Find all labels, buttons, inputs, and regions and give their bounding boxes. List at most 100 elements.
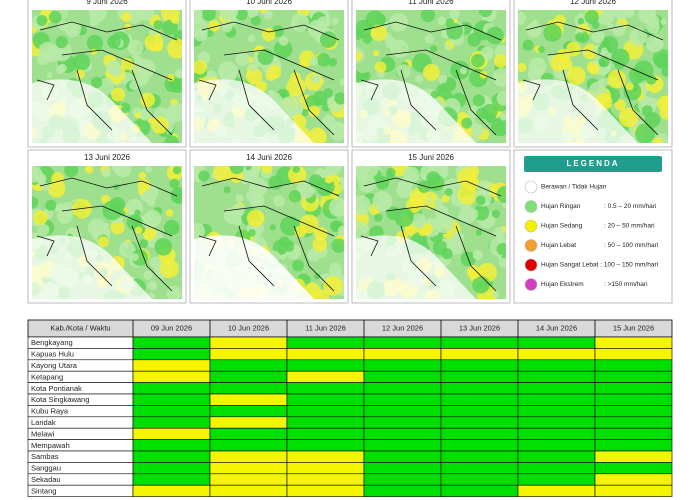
rain-blob <box>106 60 121 75</box>
rain-blob <box>248 229 256 237</box>
rain-blob <box>363 71 371 79</box>
table-header: Kab./Kota / Waktu <box>50 323 110 332</box>
map-area <box>194 166 344 299</box>
rain-blob <box>444 188 453 197</box>
rain-blob <box>129 80 139 90</box>
rain-blob <box>246 209 265 228</box>
forecast-cell <box>286 382 365 395</box>
map-title: 12 Juni 2026 <box>570 0 616 6</box>
rain-blob <box>325 166 342 175</box>
legend-label: Hujan Lebat <box>541 242 576 249</box>
rain-blob <box>137 178 151 192</box>
rain-blob <box>139 239 149 248</box>
rain-blob <box>386 167 396 178</box>
row-name: Kubu Raya <box>31 407 69 416</box>
legend-swatch <box>524 180 538 194</box>
forecast-cell <box>132 370 211 383</box>
rain-blob <box>614 99 626 111</box>
forecast-cell <box>594 370 673 383</box>
forecast-cell <box>517 336 596 349</box>
rain-blob <box>319 31 337 48</box>
rain-blob <box>554 14 566 26</box>
rain-blob <box>280 91 287 98</box>
forecast-cell <box>594 462 673 475</box>
rain-blob <box>411 213 427 229</box>
legend-swatch <box>524 219 538 233</box>
rain-blob <box>147 280 158 291</box>
rain-blob <box>661 66 668 77</box>
rain-blob <box>522 39 534 51</box>
rain-blob <box>250 15 261 26</box>
legend-range: : 0.5 – 20 mm/hari <box>604 203 656 210</box>
rain-blob <box>64 20 82 38</box>
map-panel: 10 Juni 2026 <box>189 0 349 148</box>
rain-blob <box>288 190 301 203</box>
rain-blob <box>159 259 179 278</box>
forecast-cell <box>363 427 442 440</box>
rain-blob <box>151 116 169 134</box>
forecast-cell <box>209 393 288 406</box>
rain-blob <box>218 10 239 21</box>
table-header: 15 Jun 2026 <box>613 323 654 332</box>
rain-blob <box>261 166 273 174</box>
forecast-cell <box>594 393 673 406</box>
rain-blob <box>152 41 164 52</box>
forecast-cell <box>517 450 596 463</box>
rain-blob <box>472 94 485 107</box>
rain-blob <box>424 33 435 44</box>
legend-title: LEGENDA <box>566 159 619 168</box>
forecast-cell <box>132 405 211 418</box>
forecast-cell <box>517 484 596 497</box>
rain-blob <box>518 62 527 73</box>
rain-blob <box>290 13 310 32</box>
boundary <box>36 177 178 292</box>
legend-range: : >150 mm/hari <box>604 281 648 288</box>
rain-blob <box>433 198 444 208</box>
forecast-cell <box>363 462 442 475</box>
rain-blob <box>356 166 369 179</box>
boundary <box>198 177 340 292</box>
rain-blob <box>32 196 39 209</box>
rain-blob <box>120 57 134 70</box>
legend-range: : 50 – 100 mm/hari <box>604 242 658 249</box>
rain-blob <box>165 209 174 217</box>
forecast-cell <box>440 450 519 463</box>
rain-blob <box>470 124 484 137</box>
forecast-cell <box>132 450 211 463</box>
rain-blob <box>461 117 473 129</box>
rain-blob <box>135 112 142 119</box>
boundary <box>198 21 340 136</box>
rain-blob <box>493 226 506 239</box>
map-panel: 13 Juni 2026 <box>27 149 187 304</box>
rain-blob <box>575 32 585 42</box>
rain-blob <box>591 29 605 44</box>
rain-blob <box>142 227 157 241</box>
rain-blob <box>171 190 182 204</box>
rain-blob <box>459 67 468 75</box>
rain-blob <box>198 170 210 182</box>
boundary <box>36 21 178 136</box>
legend-label: Hujan Ekstrem <box>541 281 584 288</box>
rain-blob <box>290 71 301 83</box>
rain-blob <box>313 272 321 280</box>
map-panel: 14 Juni 2026 <box>189 149 349 304</box>
table-header: 09 Jun 2026 <box>151 323 192 332</box>
rain-blob <box>374 61 387 73</box>
rain-blob <box>250 166 260 175</box>
forecast-cell <box>440 393 519 406</box>
dry-area <box>356 79 476 143</box>
rain-blob <box>201 10 216 22</box>
forecast-cell <box>363 473 442 486</box>
rain-blob <box>417 180 431 193</box>
rain-blob <box>629 27 648 46</box>
rain-blob <box>566 66 586 86</box>
map-panel: 11 Juni 2026 <box>351 0 511 148</box>
rain-blob <box>397 180 406 189</box>
map-area <box>356 10 506 143</box>
rain-blob <box>312 237 328 252</box>
rain-blob <box>357 174 376 193</box>
rain-blob <box>112 166 123 173</box>
rain-blob <box>331 238 344 253</box>
rain-blob <box>292 166 301 173</box>
